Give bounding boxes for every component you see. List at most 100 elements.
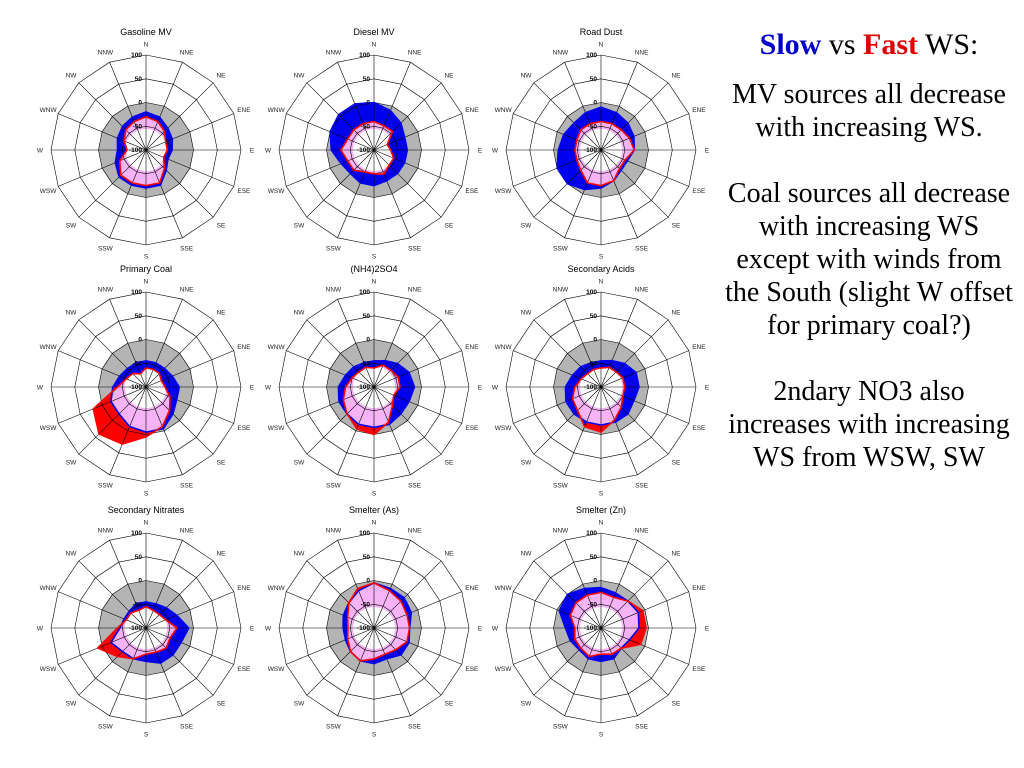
direction-label: NW — [521, 310, 533, 317]
direction-label: ENE — [237, 107, 251, 114]
direction-label: WNW — [268, 585, 286, 592]
direction-label: NNE — [180, 287, 194, 294]
direction-label: W — [37, 385, 44, 392]
chart-title: Smelter (Zn) — [576, 505, 626, 515]
direction-label: NE — [444, 73, 454, 80]
direction-label: S — [599, 732, 604, 739]
direction-label: WSW — [268, 425, 285, 432]
slow-series-line — [110, 601, 190, 664]
direction-label: N — [599, 279, 604, 286]
direction-label: NW — [66, 551, 78, 558]
direction-label: NNE — [180, 528, 194, 535]
spoke — [145, 627, 183, 716]
radar-chart-1: N NNE NE ENE E ESE SE SSE S SSW SW WSW W WNW NW NNW 100 5… — [265, 27, 483, 261]
radial-tick-label: 100 — [131, 289, 142, 296]
spoke — [600, 591, 689, 629]
direction-label: SSE — [635, 245, 649, 252]
direction-label: N — [599, 42, 604, 49]
spoke — [145, 386, 183, 475]
direction-label: SW — [66, 223, 77, 230]
spoke — [145, 560, 214, 629]
radial-tick-label: -100 — [357, 625, 370, 632]
direction-label: NNW — [326, 528, 342, 535]
spoke — [145, 62, 183, 151]
direction-label: NW — [66, 310, 78, 317]
spoke — [600, 627, 638, 716]
direction-label: NW — [521, 551, 533, 558]
direction-label: SW — [521, 701, 532, 708]
direction-label: ESE — [237, 666, 251, 673]
direction-label: NE — [671, 73, 681, 80]
direction-label: W — [37, 626, 44, 633]
direction-label: ENE — [237, 585, 251, 592]
direction-label: WSW — [40, 666, 57, 673]
direction-label: WNW — [268, 344, 286, 351]
radial-tick-label: 0 — [138, 578, 142, 585]
direction-label: E — [478, 626, 483, 633]
direction-label: ENE — [465, 107, 479, 114]
spoke — [78, 149, 147, 218]
direction-label: E — [705, 385, 710, 392]
spoke — [600, 350, 689, 388]
direction-label: WNW — [40, 107, 58, 114]
spoke — [109, 627, 147, 716]
spoke — [600, 540, 638, 629]
radial-tick-label: -100 — [129, 384, 142, 391]
radar-chart-8: N NNE NE ENE E ESE SE SSE S SSW SW WSW W WNW NW NNW 100 5… — [492, 505, 710, 739]
spoke — [286, 591, 375, 629]
spoke — [145, 627, 234, 665]
spoke — [513, 386, 602, 424]
chart-title: Smelter (As) — [349, 505, 399, 515]
spoke — [373, 627, 411, 716]
direction-label: S — [144, 732, 149, 739]
vs-label: vs — [828, 28, 856, 61]
chart-title: Road Dust — [580, 27, 623, 37]
radial-tick-label: 100 — [359, 52, 370, 59]
direction-label: NE — [216, 551, 226, 558]
radial-tick-label: -100 — [357, 147, 370, 154]
spoke — [145, 149, 183, 238]
direction-label: N — [144, 520, 149, 527]
spoke — [145, 540, 183, 629]
spoke — [373, 386, 411, 475]
radial-tick-label: -50 — [588, 123, 598, 130]
direction-label: NNW — [98, 287, 114, 294]
spoke — [600, 113, 689, 151]
direction-label: SW — [294, 460, 305, 467]
spoke — [58, 386, 147, 424]
radar-chart-4: N NNE NE ENE E ESE SE SSE S SSW SW WSW W WNW NW NNW 100 5… — [265, 264, 483, 498]
fast-series-line — [342, 364, 401, 436]
direction-label: S — [599, 254, 604, 261]
spoke — [600, 386, 689, 424]
chart-title: Primary Coal — [120, 264, 172, 274]
direction-label: SSE — [408, 723, 422, 730]
fast-label: Fast — [863, 28, 919, 61]
radial-tick-label: -50 — [361, 123, 371, 130]
direction-label: WNW — [495, 344, 513, 351]
text-panel: Slow vs Fast WS: MV sources all decrease… — [724, 26, 1014, 507]
fast-series-line — [569, 591, 647, 658]
direction-label: SSW — [326, 723, 342, 730]
direction-label: NNW — [326, 50, 342, 57]
direction-label: S — [372, 254, 377, 261]
direction-label: SE — [445, 460, 454, 467]
chart-title: (NH4)2SO4 — [350, 264, 397, 274]
radial-tick-label: -100 — [584, 625, 597, 632]
paragraph-mv: MV sources all decrease with increasing … — [732, 79, 1006, 143]
direction-label: WNW — [495, 107, 513, 114]
spoke — [373, 386, 442, 455]
direction-label: W — [492, 385, 499, 392]
direction-label: SE — [672, 701, 681, 708]
radial-tick-label: -100 — [129, 147, 142, 154]
direction-label: WSW — [268, 666, 285, 673]
fast-series-line — [118, 116, 169, 187]
direction-label: S — [144, 254, 149, 261]
direction-label: W — [265, 626, 272, 633]
radial-tick-label: 50 — [135, 313, 143, 320]
direction-label: NW — [521, 73, 533, 80]
spoke — [78, 82, 147, 151]
slow-series-line — [337, 359, 416, 429]
radial-tick-label: 50 — [363, 313, 371, 320]
spoke — [513, 350, 602, 388]
radial-tick-label: 0 — [593, 337, 597, 344]
